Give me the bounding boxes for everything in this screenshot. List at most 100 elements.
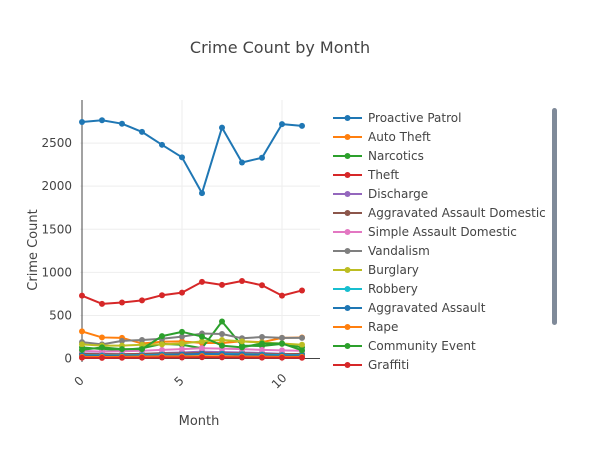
legend-label: Vandalism <box>368 244 430 258</box>
legend-label: Aggravated Assault <box>368 301 486 315</box>
series-group <box>79 328 305 354</box>
data-point <box>139 346 145 353</box>
legend-swatch-marker <box>344 248 351 254</box>
legend-entry[interactable]: Theft <box>333 168 399 182</box>
data-point <box>179 354 185 361</box>
data-point <box>219 342 225 349</box>
data-point <box>159 333 165 340</box>
data-point <box>299 334 305 341</box>
data-point <box>179 328 185 335</box>
data-point <box>79 328 85 335</box>
x-axis-title: Month <box>179 414 220 429</box>
data-point <box>279 292 285 299</box>
data-point <box>99 334 105 341</box>
legend-swatch-marker <box>344 134 351 140</box>
data-point <box>219 318 225 325</box>
series-line <box>81 330 303 352</box>
legend-label: Auto Theft <box>368 130 431 144</box>
legend-swatch-marker <box>344 191 351 197</box>
data-point <box>239 354 245 361</box>
legend-label: Discharge <box>368 187 428 201</box>
legend-label: Burglary <box>368 263 419 277</box>
data-point <box>299 122 305 129</box>
x-tick-label: 0 <box>72 374 87 389</box>
data-point <box>139 337 145 344</box>
data-point <box>239 159 245 166</box>
data-point <box>219 330 225 337</box>
legend-swatch-marker <box>344 362 351 368</box>
legend-label: Theft <box>367 168 399 182</box>
legend-entry[interactable]: Simple Assault Domestic <box>333 225 517 239</box>
data-point <box>159 341 165 348</box>
data-point <box>119 354 125 361</box>
data-point <box>99 117 105 124</box>
series-group <box>79 354 305 361</box>
data-point <box>279 121 285 128</box>
legend-scrollbar[interactable] <box>552 108 557 325</box>
series-group <box>79 277 305 307</box>
series-line <box>81 119 303 195</box>
legend-swatch-marker <box>344 267 351 273</box>
legend-entry[interactable]: Community Event <box>333 339 476 353</box>
legend-entry[interactable]: Aggravated Assault Domestic <box>333 206 546 220</box>
data-point <box>99 344 105 351</box>
series-group <box>79 117 305 197</box>
legend-label: Aggravated Assault Domestic <box>368 206 546 220</box>
data-point <box>299 341 305 348</box>
data-point <box>219 337 225 344</box>
data-point <box>139 354 145 361</box>
legend-swatch-marker <box>344 229 351 235</box>
data-point <box>99 300 105 307</box>
data-point <box>199 354 205 361</box>
data-point <box>119 337 125 344</box>
data-point <box>139 341 145 348</box>
legend-entry[interactable]: Narcotics <box>333 149 424 163</box>
data-point <box>159 346 165 353</box>
data-point <box>239 338 245 345</box>
data-point <box>199 345 205 352</box>
legend-swatch-marker <box>344 324 351 330</box>
series-lines <box>79 117 305 361</box>
data-point <box>279 347 285 354</box>
data-point <box>259 154 265 161</box>
legend-entry[interactable]: Auto Theft <box>333 130 431 144</box>
data-point <box>119 299 125 306</box>
data-point <box>99 354 105 361</box>
data-point <box>179 289 185 296</box>
legend-label: Robbery <box>368 282 418 296</box>
legend-entry[interactable]: Burglary <box>333 263 419 277</box>
data-point <box>239 277 245 284</box>
data-point <box>119 346 125 353</box>
y-axis-title: Crime Count <box>26 209 41 290</box>
legend-entry[interactable]: Vandalism <box>333 244 430 258</box>
legend-entry[interactable]: Graffiti <box>333 358 409 372</box>
data-point <box>79 341 85 348</box>
data-point <box>219 124 225 131</box>
legend-entry[interactable]: Discharge <box>333 187 428 201</box>
data-point <box>259 346 265 353</box>
legend-entry[interactable]: Proactive Patrol <box>333 111 461 125</box>
data-point <box>299 287 305 294</box>
chart-title: Crime Count by Month <box>190 38 370 57</box>
legend-entry[interactable]: Aggravated Assault <box>333 301 486 315</box>
data-point <box>179 346 185 353</box>
y-tick-label: 2000 <box>41 179 72 193</box>
legend-swatch-marker <box>344 210 351 216</box>
data-point <box>179 154 185 161</box>
data-point <box>219 354 225 361</box>
data-point <box>79 118 85 125</box>
data-point <box>79 354 85 361</box>
legend-label: Proactive Patrol <box>368 111 461 125</box>
legend-swatch-marker <box>344 305 351 311</box>
grid <box>80 100 320 362</box>
legend-entry[interactable]: Robbery <box>333 282 418 296</box>
y-tick-label: 1000 <box>41 265 72 279</box>
data-point <box>299 354 305 361</box>
data-point <box>219 281 225 288</box>
data-point <box>139 128 145 135</box>
data-point <box>79 346 85 353</box>
data-point <box>279 334 285 341</box>
legend: Proactive Patrol Auto Theft Narcotics Theft… <box>333 111 546 372</box>
legend-entry[interactable]: Rape <box>333 320 398 334</box>
